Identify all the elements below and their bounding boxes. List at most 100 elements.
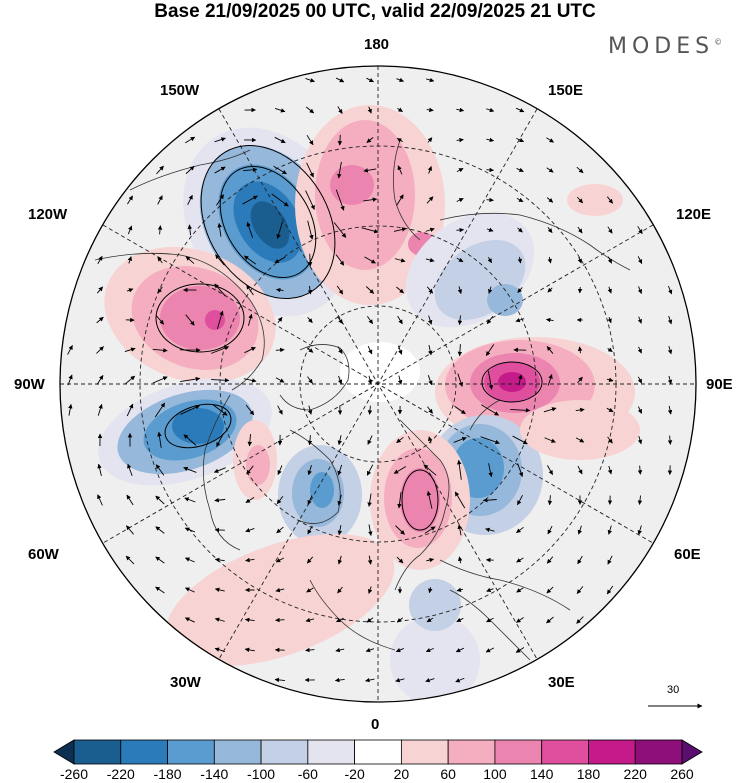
wind-vector — [367, 555, 373, 565]
wind-vector — [395, 677, 405, 683]
wind-vector — [667, 405, 673, 415]
wind-vector — [607, 316, 612, 324]
wind-vector — [184, 587, 195, 593]
wind-vector — [337, 316, 343, 324]
label-30e: 30E — [548, 674, 575, 691]
wind-vector — [185, 165, 195, 175]
wind-vector — [211, 377, 230, 383]
wind-vector — [512, 435, 528, 445]
wind-vector — [184, 617, 195, 623]
wind-vector — [157, 256, 163, 264]
colorbar-tick-label: 60 — [440, 766, 456, 782]
wind-vector — [184, 527, 195, 533]
wind-vector — [544, 437, 556, 443]
wind-vector — [487, 256, 492, 264]
wind-vector — [214, 283, 226, 297]
wind-vector — [393, 227, 407, 232]
wind-vector — [127, 225, 133, 235]
wind-vector — [397, 491, 402, 509]
label-150e: 150E — [548, 82, 584, 99]
colorbar-extend-high — [681, 739, 703, 765]
wind-vector — [214, 587, 225, 593]
colorbar-extend-low — [53, 739, 75, 765]
wind-vector — [637, 316, 642, 324]
wind-vector — [393, 466, 407, 474]
colorbar-tick-label: -220 — [106, 766, 135, 782]
wind-vector — [366, 617, 374, 623]
wind-vector — [667, 315, 673, 325]
wind-vector — [337, 375, 343, 385]
wind-vector — [96, 375, 104, 385]
wind-vector — [480, 436, 500, 445]
wind-vector — [97, 255, 103, 264]
wind-vector — [274, 256, 286, 264]
wind-vector — [575, 407, 585, 413]
colorbar-tick-label: 180 — [576, 766, 601, 782]
wind-vector — [185, 256, 195, 264]
wind-vector — [486, 227, 494, 232]
wind-vector — [127, 463, 133, 477]
wind-vector — [305, 106, 315, 114]
wind-vector — [216, 310, 224, 330]
wind-vector — [546, 556, 554, 564]
wind-vector — [606, 407, 614, 413]
wind-vector — [637, 525, 642, 535]
colorbar-tick-label: 220 — [623, 766, 647, 782]
wind-vector — [274, 677, 286, 683]
wind-vector — [517, 256, 523, 264]
wind-vector — [546, 465, 554, 475]
map-title: Base 21/09/2025 00 UTC, valid 22/09/2025… — [154, 1, 596, 22]
label-120e: 120E — [676, 206, 712, 223]
wind-vector — [423, 464, 437, 476]
wind-vector — [546, 197, 554, 203]
wind-vector — [456, 587, 464, 592]
anomaly-high-norway-barents — [370, 430, 470, 570]
wind-vector — [96, 286, 104, 294]
wind-vector — [426, 286, 434, 294]
wind-vector — [607, 347, 613, 353]
wind-vector — [67, 345, 73, 355]
wind-vector — [68, 403, 73, 416]
wind-vector — [155, 556, 165, 564]
wind-vector — [426, 490, 433, 509]
label-150w: 150W — [160, 82, 200, 99]
wind-vector — [367, 435, 373, 445]
map-disk — [60, 66, 696, 702]
wind-vector — [183, 466, 197, 473]
wind-vector — [213, 467, 226, 473]
wind-vector — [276, 287, 284, 293]
wind-vector — [245, 404, 255, 416]
wind-vector — [637, 406, 643, 414]
wind-vector — [577, 376, 583, 384]
wind-vector — [97, 494, 103, 506]
anomaly-high-atlantic-band — [165, 420, 395, 666]
wind-vector — [245, 496, 255, 504]
wind-vector — [245, 528, 255, 533]
wind-vector — [214, 166, 226, 174]
wind-vector — [486, 137, 495, 143]
wind-vector — [486, 315, 494, 325]
wind-vector — [607, 226, 613, 234]
wind-vector — [245, 557, 255, 563]
label-60w: 60W — [28, 546, 59, 563]
wind-vector — [515, 107, 525, 113]
wind-vector — [457, 315, 463, 326]
wind-vector — [246, 284, 254, 296]
wind-vector — [428, 344, 433, 356]
wind-vector — [307, 525, 313, 535]
wind-vector — [396, 556, 404, 564]
wind-vector — [97, 463, 102, 476]
wind-vector — [155, 315, 165, 325]
wind-vector — [517, 287, 523, 293]
wind-vector — [637, 495, 643, 505]
wind-vector — [577, 226, 583, 234]
wind-vector — [306, 134, 314, 146]
wind-vector — [363, 197, 378, 202]
map-border — [59, 65, 697, 703]
wind-vector — [546, 346, 554, 354]
wind-vector — [337, 586, 343, 594]
wind-vector — [426, 107, 434, 113]
wind-vector — [154, 402, 166, 418]
wind-vector — [275, 587, 285, 593]
wind-vector — [337, 435, 343, 446]
